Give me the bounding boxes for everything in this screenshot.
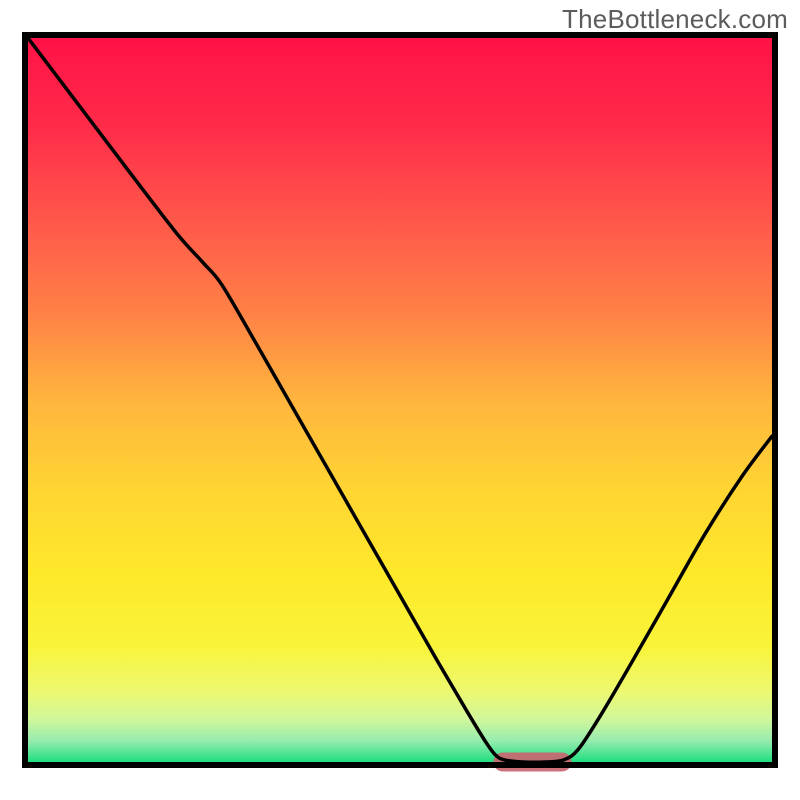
chart-container: TheBottleneck.com bbox=[0, 0, 800, 800]
bottleneck-chart bbox=[0, 0, 800, 800]
plot-background bbox=[28, 38, 772, 762]
